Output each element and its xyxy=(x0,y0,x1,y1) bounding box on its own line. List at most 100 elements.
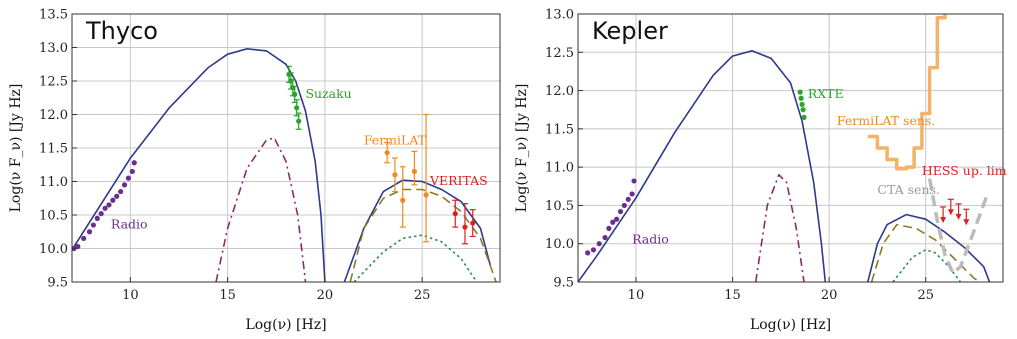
model-curve-1 xyxy=(867,213,991,282)
y-tick-label: 10.5 xyxy=(545,199,574,214)
plot-area xyxy=(578,14,991,282)
radio-point xyxy=(629,191,635,197)
rxte-point xyxy=(801,114,807,120)
radio-point xyxy=(81,235,87,242)
cta-sens-curve-6 xyxy=(927,178,990,275)
veritas-point xyxy=(452,211,458,217)
y-tick-label: 13.5 xyxy=(39,8,68,23)
fermilat-point xyxy=(400,197,406,203)
suzaku-point xyxy=(294,105,300,111)
radio-point xyxy=(75,243,81,250)
radio-point xyxy=(90,222,96,228)
y-tick-label: 12.5 xyxy=(39,75,68,90)
annotation-veritas: VERITAS xyxy=(429,173,488,188)
x-axis-label: Log(ν) [Hz] xyxy=(750,317,831,333)
veritas-point xyxy=(462,224,468,230)
rxte-point xyxy=(799,101,805,107)
radio-point xyxy=(129,168,135,175)
radio-point xyxy=(131,160,137,166)
y-tick-label: 11.5 xyxy=(39,142,68,157)
radio-point xyxy=(110,197,116,203)
annotation-radio: Radio xyxy=(111,216,148,231)
hess-upper-limit-arrow xyxy=(947,209,954,216)
radio-point xyxy=(102,205,108,211)
x-tick-label: 15 xyxy=(724,288,741,303)
rxte-point xyxy=(797,89,803,95)
plot-area xyxy=(72,48,497,282)
fermilat-sens-curve-5 xyxy=(867,14,947,171)
model-curve-2 xyxy=(754,174,805,282)
radio-point xyxy=(118,188,124,195)
annotation-suzaku: Suzaku xyxy=(305,86,351,101)
y-tick-label: 12.0 xyxy=(39,108,68,123)
radio-point xyxy=(94,215,100,221)
radio-point xyxy=(106,202,112,208)
rxte-point xyxy=(798,95,804,101)
fermilat-point xyxy=(411,168,417,175)
panel-title: Kepler xyxy=(592,17,668,45)
annotation-fermilat-sens: FermiLAT sens. xyxy=(837,113,935,128)
model-curve-4 xyxy=(353,234,478,282)
y-tick-label: 11.0 xyxy=(545,161,574,176)
hess-upper-limit-arrow xyxy=(940,216,947,223)
y-tick-label: 10.0 xyxy=(39,242,68,257)
radio-point xyxy=(621,202,627,209)
radio-point xyxy=(114,193,120,199)
plot-frame xyxy=(577,13,1004,283)
model-curve-1 xyxy=(343,179,492,282)
model-curve-3 xyxy=(349,188,497,282)
y-axis-label: Log(ν F_ν) [Jy Hz] xyxy=(514,84,530,213)
x-tick-label: 15 xyxy=(219,288,236,303)
x-tick-label: 25 xyxy=(917,288,934,303)
radio-point xyxy=(610,219,616,225)
annotation-cta-sens: CTA sens. xyxy=(877,182,939,197)
y-tick-label: 10.0 xyxy=(545,237,574,252)
panel-1: 10 15 20 25 9.5 10.0 10.5 11.0 11.5 12.0 12.5 13.0 1… xyxy=(8,8,501,333)
x-tick-label: 20 xyxy=(317,288,334,303)
suzaku-point xyxy=(296,118,302,124)
radio-point xyxy=(590,247,597,253)
radio-point xyxy=(625,196,631,202)
x-tick-label: 10 xyxy=(628,288,645,303)
y-tick-label: 9.5 xyxy=(553,276,574,291)
radio-point xyxy=(596,241,602,247)
model-curve-2 xyxy=(215,137,307,282)
annotation-fermilat: FermiLAT xyxy=(364,133,427,148)
x-tick-label: 10 xyxy=(122,288,139,303)
fermilat-point xyxy=(392,172,398,178)
x-tick-label: 25 xyxy=(414,288,431,303)
x-tick-label: 20 xyxy=(821,288,838,303)
y-tick-label: 11.5 xyxy=(545,122,574,137)
radio-point xyxy=(98,211,104,217)
fermilat-point xyxy=(384,150,390,156)
rxte-point xyxy=(800,107,806,113)
radio-point xyxy=(617,208,624,215)
y-tick-label: 13.0 xyxy=(545,8,574,23)
y-tick-label: 11.0 xyxy=(39,175,68,190)
radio-point xyxy=(602,234,608,241)
x-axis-label: Log(ν) [Hz] xyxy=(245,317,326,333)
y-tick-label: 13.0 xyxy=(39,41,68,56)
model-curve-0 xyxy=(72,48,326,282)
radio-point xyxy=(585,250,591,256)
radio-point xyxy=(121,182,128,188)
panel-2: 10 15 20 25 9.5 10.0 10.5 11.0 11.5 12.0 12.5 13.0 L… xyxy=(514,8,1007,334)
radio-point xyxy=(125,175,132,181)
suzaku-point xyxy=(292,91,298,97)
annotation-rxte: RXTE xyxy=(808,86,844,101)
model-curve-3 xyxy=(870,223,981,282)
model-curve-0 xyxy=(578,50,827,282)
hess-upper-limit-arrow xyxy=(963,219,970,226)
y-tick-label: 9.5 xyxy=(47,276,68,291)
y-axis-label: Log(ν F_ν) [Jy Hz] xyxy=(8,84,24,213)
annotation-hess-up-lim: HESS up. lim xyxy=(922,163,1007,178)
fermilat-point xyxy=(423,192,429,198)
annotation-radio: Radio xyxy=(632,232,669,247)
panel-title: Thyco xyxy=(85,17,158,45)
veritas-point xyxy=(470,220,476,226)
radio-point xyxy=(614,216,620,222)
y-tick-label: 12.5 xyxy=(545,46,574,61)
hess-upper-limit-arrow xyxy=(955,213,962,220)
radio-point xyxy=(606,225,612,231)
